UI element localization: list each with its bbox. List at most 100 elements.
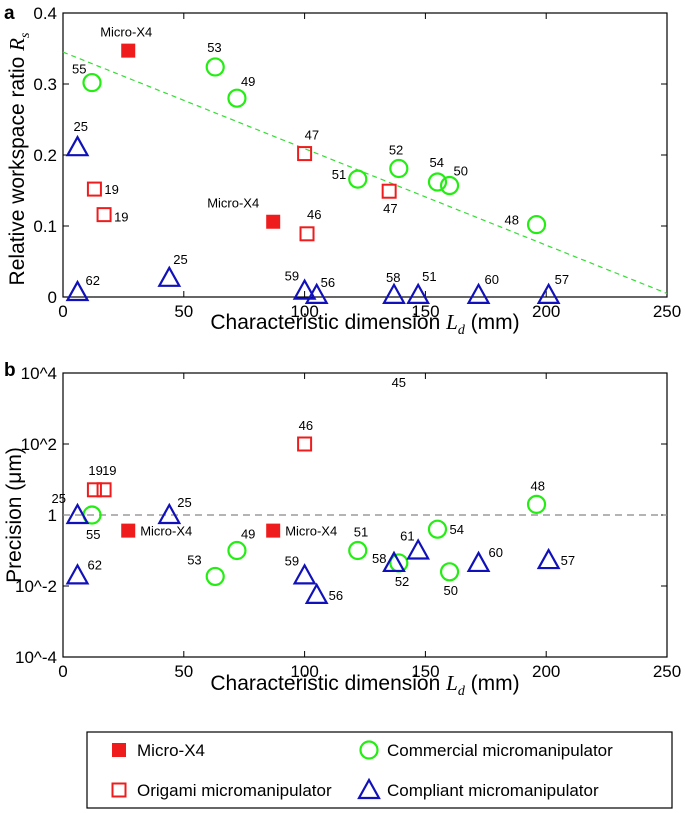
panel-label-b: b [4, 360, 16, 381]
x-tick-label: 50 [174, 662, 193, 681]
x-axis-label-subscript: d [458, 684, 466, 699]
y-axis-label-subscript: s [18, 32, 33, 38]
y-axis-label-text: Relative workspace ratio [6, 51, 29, 286]
y-tick-label: 10^4 [21, 364, 57, 383]
panel-a: 0 50 100 150 200 25000.10.20.30.4Micro-X4Micr… [4, 3, 681, 338]
data-point [86, 482, 102, 498]
data-point-label: 57 [555, 272, 569, 287]
data-point-label: 56 [329, 588, 343, 603]
data-point [65, 134, 90, 157]
data-point-label: 25 [177, 495, 191, 510]
data-point-label: Micro-X4 [100, 25, 152, 40]
x-tick-label: 200 [532, 302, 560, 321]
data-point-label: Micro-X4 [140, 524, 192, 539]
y-tick-label: 0 [48, 288, 57, 307]
data-point-label: 54 [449, 522, 463, 537]
x-axis-label-text: Characteristic dimension [210, 672, 446, 695]
x-axis-label-unit: (mm) [465, 311, 520, 334]
data-point [536, 282, 561, 304]
y-tick-label: 0.2 [33, 146, 57, 165]
data-point-label: 58 [372, 551, 386, 566]
data-point [466, 550, 491, 573]
data-point-label: 62 [85, 273, 99, 288]
x-axis-label-variable: L [445, 671, 458, 695]
series-micro-x4: Micro-X4 Micro-X4 [100, 25, 281, 229]
data-point [381, 183, 397, 199]
data-point [266, 214, 281, 229]
data-point [121, 43, 136, 58]
trend-line [62, 51, 668, 295]
data-point-label: 56 [321, 275, 335, 290]
data-point-label: 51 [422, 269, 436, 284]
data-point-label: 19 [114, 210, 128, 225]
legend: Micro-X4 Commercial micromanipulator Origa… [86, 731, 673, 809]
data-point-label: 51 [332, 167, 346, 182]
data-point [157, 502, 182, 525]
data-point-label: 53 [207, 40, 221, 55]
data-point-label: 25 [73, 119, 87, 134]
data-point-label: 25 [173, 252, 187, 267]
data-point [348, 540, 368, 561]
data-point [382, 550, 406, 573]
data-point-label: 60 [489, 545, 503, 560]
x-tick-label: 200 [532, 662, 560, 681]
data-point [297, 146, 313, 162]
data-point [65, 279, 90, 302]
x-axis-label: Characteristic dimension Ld (mm) [210, 310, 519, 338]
data-point-label: 49 [241, 74, 255, 89]
data-point [304, 282, 329, 304]
y-axis-label-variable: R [5, 38, 29, 52]
data-point [227, 540, 247, 561]
data-point-label: Micro-X4 [207, 196, 259, 211]
x-tick-label: 150 [411, 302, 439, 321]
data-point [86, 181, 102, 197]
data-point [526, 214, 547, 235]
data-point-label: 55 [72, 62, 86, 77]
y-tick-label: 0.3 [33, 75, 57, 94]
data-point [526, 494, 547, 514]
legend-box [86, 731, 673, 809]
data-point-label: 57 [561, 553, 575, 568]
data-point [266, 523, 281, 538]
series-micro-x4: Micro-X4 Micro-X4 [121, 523, 337, 539]
data-point [348, 169, 368, 189]
y-tick-label: 10^-4 [15, 648, 57, 667]
y-tick-label: 10^2 [21, 435, 57, 454]
data-point [466, 282, 491, 304]
data-point-label: 19 [102, 463, 116, 478]
x-axis-label-variable: L [445, 310, 458, 334]
x-tick-label: 100 [290, 302, 318, 321]
legend-marker [112, 743, 126, 757]
data-point-label: 25 [51, 491, 65, 506]
y-axis-label: Precision (μm) [3, 447, 26, 583]
data-point-label: 51 [354, 525, 368, 540]
x-axis-label-unit: (mm) [465, 672, 520, 695]
data-point-label: 47 [305, 128, 319, 143]
data-point-label: 48 [531, 478, 545, 493]
x-tick-label: 150 [411, 662, 439, 681]
data-point [304, 582, 329, 604]
x-axis-label: Characteristic dimension Ld (mm) [210, 671, 519, 699]
annotation-label: 45 [392, 375, 406, 390]
data-point [205, 566, 225, 587]
data-point [227, 88, 247, 108]
data-point-label: 60 [485, 272, 499, 287]
series-compliant-micromanipulator: 25 62 25 59 56 58 51 60 57 [65, 119, 569, 304]
x-axis-label-text: Characteristic dimension [210, 311, 446, 334]
panel-label-a: a [4, 3, 15, 24]
series-commercial-micromanipulator: 55 53 49 51 52 54 50 48 [72, 40, 547, 235]
data-point-label: 49 [241, 527, 255, 542]
data-point-label: 50 [444, 583, 458, 598]
panel-b: 0 50 100 150 200 250 10^-4 10^-2 1 10^2 10^4 45 Micr… [3, 360, 681, 699]
legend-label: Commercial micromanipulator [387, 741, 613, 760]
y-tick-label: 10^-2 [15, 577, 57, 596]
data-point [382, 282, 406, 304]
data-point [406, 282, 431, 304]
y-tick-label: 1 [48, 506, 57, 525]
legend-label: Origami micromanipulator [137, 781, 332, 800]
legend-label: Micro-X4 [137, 741, 205, 760]
data-point [406, 538, 431, 560]
plot-frame [62, 12, 668, 298]
x-tick-label: 0 [58, 662, 67, 681]
x-axis-label-subscript: d [458, 323, 466, 338]
